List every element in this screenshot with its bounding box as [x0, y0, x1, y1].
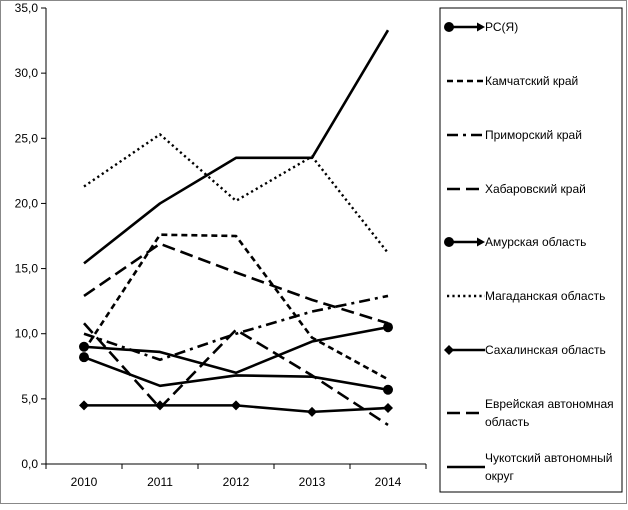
x-tick-label: 2012 [223, 475, 250, 489]
legend-entry: Магаданская область [447, 289, 605, 303]
legend-label: Чукотский автономный [485, 451, 612, 465]
legend-marker [444, 345, 454, 355]
legend-arrow [477, 22, 485, 32]
series-line [83, 133, 389, 254]
y-tick-label: 5,0 [21, 392, 38, 406]
series-point [383, 384, 393, 395]
legend-marker [444, 22, 454, 32]
legend-entry: Приморский край [447, 128, 582, 142]
x-tick-label: 2014 [375, 475, 402, 489]
legend-layer: РС(Я) Камчатский край Приморский край Хабар… [444, 20, 614, 483]
series-group [83, 133, 389, 254]
series-point [307, 406, 317, 417]
axes-layer: 0,0 5,0 10,0 15,0 20,0 25,0 30,0 35,0 2010 2011 20… [15, 1, 427, 489]
series-group [82, 233, 389, 381]
series-group [79, 400, 393, 417]
y-tick-label: 10,0 [15, 327, 39, 341]
y-tick-label: 35,0 [15, 1, 39, 15]
x-tick-label: 2013 [299, 475, 326, 489]
legend-label: Приморский край [485, 128, 582, 142]
series-point [383, 322, 393, 333]
legend-entry: Чукотский автономный округ [447, 451, 612, 483]
series-line [83, 325, 389, 375]
series-point [79, 400, 89, 411]
series-line [82, 233, 389, 381]
series-group [83, 29, 390, 265]
series-line [83, 242, 389, 325]
series-group [79, 322, 393, 375]
legend-label: РС(Я) [485, 20, 518, 34]
legend-label: Хабаровский край [485, 182, 586, 196]
legend-entry: Еврейская автономная область [447, 397, 614, 429]
legend-arrow [477, 237, 485, 247]
legend-entry: Хабаровский край [447, 182, 586, 196]
y-tick-label: 20,0 [15, 196, 39, 210]
legend-label: округ [485, 469, 514, 483]
series-line [83, 355, 389, 392]
series-group [79, 352, 393, 395]
legend-label: Сахалинская область [485, 343, 606, 357]
series-group [83, 242, 389, 325]
legend-entry: Амурская область [444, 235, 586, 249]
x-tick-label: 2010 [71, 475, 98, 489]
legend-label: Камчатский край [485, 74, 578, 88]
series-point [79, 341, 89, 352]
y-tick-label: 15,0 [15, 262, 39, 276]
legend-box [439, 7, 623, 493]
legend-label: Амурская область [485, 235, 586, 249]
legend-label: Еврейская автономная [485, 397, 614, 411]
legend-marker [444, 237, 454, 247]
series-layer [79, 29, 393, 427]
series-point [231, 400, 241, 411]
series-line [83, 29, 390, 265]
series-point [79, 352, 89, 363]
legend-entry: Камчатский край [447, 74, 578, 88]
y-tick-label: 30,0 [15, 66, 39, 80]
y-tick-label: 0,0 [21, 457, 38, 471]
legend-label: область [485, 415, 529, 429]
legend-entry: РС(Я) [444, 20, 518, 34]
series-point [155, 400, 165, 411]
legend-label: Магаданская область [485, 289, 605, 303]
y-tick-label: 25,0 [15, 131, 39, 145]
legend-entry: Сахалинская область [444, 343, 606, 357]
series-point [383, 402, 393, 413]
x-tick-label: 2011 [147, 475, 173, 489]
